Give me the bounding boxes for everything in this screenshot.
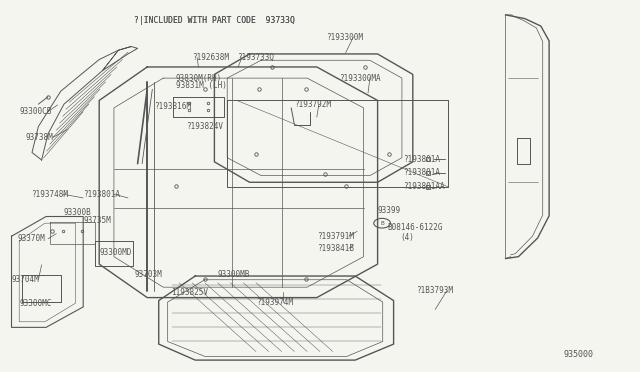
Text: ?193816M: ?193816M [154, 102, 191, 110]
Text: 93300CB: 93300CB [19, 107, 52, 116]
Text: ?193801A: ?193801A [403, 155, 440, 164]
Text: 93738M: 93738M [26, 133, 53, 142]
Text: 93703M: 93703M [134, 270, 162, 279]
Text: ?193791M: ?193791M [317, 232, 354, 241]
Text: 93300MD: 93300MD [99, 248, 132, 257]
Text: 93300MB: 93300MB [218, 270, 250, 279]
Text: ?193801A: ?193801A [403, 169, 440, 177]
Text: ?193824V: ?193824V [186, 122, 223, 131]
Text: ?193974M: ?193974M [256, 298, 293, 307]
Text: ?193801AA: ?193801AA [403, 182, 445, 191]
Text: ?193748M: ?193748M [31, 190, 68, 199]
Text: ?|INCLUDED WITH PART CODE  93733Q: ?|INCLUDED WITH PART CODE 93733Q [134, 16, 295, 25]
Text: 93300MC: 93300MC [19, 299, 52, 308]
Text: ?193792M: ?193792M [294, 100, 332, 109]
Text: ?193300M: ?193300M [326, 33, 364, 42]
Text: ?193801A: ?193801A [83, 190, 120, 199]
Text: (4): (4) [400, 233, 414, 242]
Text: 93830M(RH): 93830M(RH) [176, 74, 222, 83]
Text: 93399: 93399 [378, 206, 401, 215]
Text: B08146-6122G: B08146-6122G [387, 223, 443, 232]
Text: 93831M (LH): 93831M (LH) [176, 81, 227, 90]
Text: ?193733Q: ?193733Q [237, 53, 274, 62]
Text: ?192638M: ?192638M [192, 53, 229, 62]
Text: 1193825V: 1193825V [172, 288, 209, 296]
Text: 93735M: 93735M [83, 216, 111, 225]
Text: B: B [380, 221, 384, 226]
Text: 93300B: 93300B [64, 208, 92, 217]
Text: ?193841B: ?193841B [317, 244, 354, 253]
Text: ?193300MA: ?193300MA [339, 74, 381, 83]
Text: ?|INCLUDED WITH PART CODE  93733Q: ?|INCLUDED WITH PART CODE 93733Q [134, 16, 295, 25]
Text: 93704M: 93704M [12, 275, 39, 284]
Text: 935000: 935000 [563, 350, 593, 359]
Text: ?1B3793M: ?1B3793M [416, 286, 453, 295]
Text: 93370M: 93370M [18, 234, 45, 243]
